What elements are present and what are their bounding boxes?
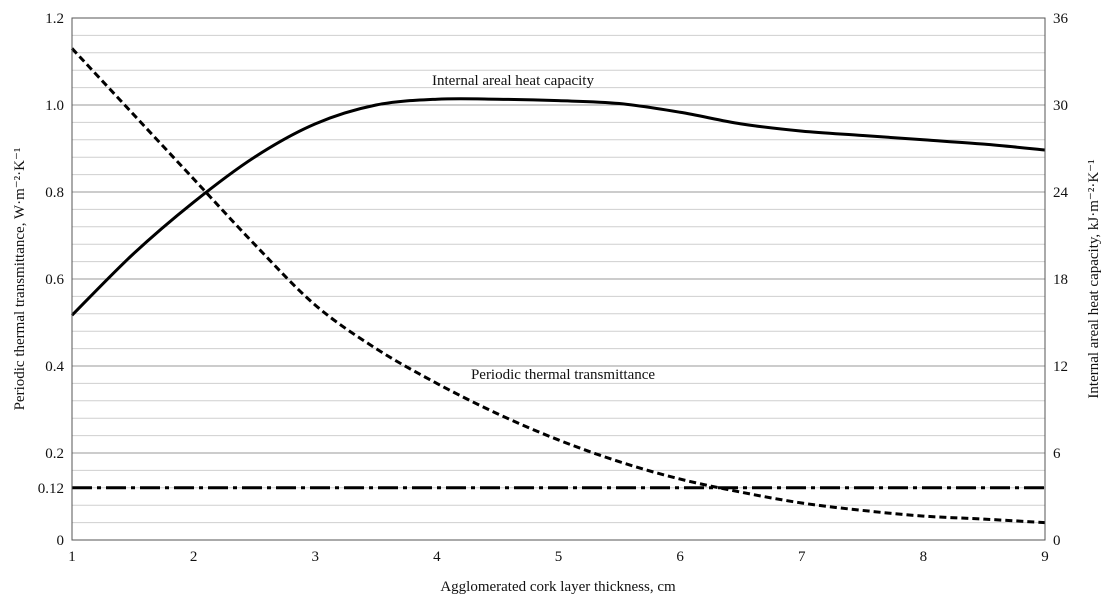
y-right-tick-labels: 0 6 12 18 24 30 36 [1053, 11, 1069, 549]
y-right-tick-label: 6 [1053, 446, 1061, 462]
y-right-tick-label: 30 [1053, 98, 1068, 114]
x-tick-label: 8 [920, 549, 928, 565]
x-axis-title: Agglomerated cork layer thickness, cm [440, 579, 676, 595]
x-tick-label: 3 [312, 549, 320, 565]
grid-layer [72, 34, 1045, 524]
series-line-transmittance [70, 47, 1046, 525]
y-left-tick-labels: 0 0.12 0.2 0.4 0.6 0.8 1.0 1.2 [38, 11, 65, 549]
series-label-heat-capacity: Internal areal heat capacity [432, 73, 594, 89]
y-left-tick-label: 1.0 [45, 98, 64, 114]
x-tick-label: 7 [798, 549, 806, 565]
x-tick-label: 1 [68, 549, 76, 565]
series-line-heat-capacity [70, 97, 1046, 317]
x-tick-labels: 1 2 3 4 5 6 7 8 9 [68, 549, 1049, 565]
y-right-tick-label: 12 [1053, 359, 1068, 375]
plot-frame [71, 17, 1046, 541]
y-left-tick-label: 0 [57, 533, 65, 549]
x-tick-label: 6 [676, 549, 684, 565]
series-label-transmittance: Periodic thermal transmittance [471, 367, 655, 383]
y-left-tick-label: 0.2 [45, 446, 64, 462]
y-left-tick-label: 0.4 [45, 359, 64, 375]
y-left-axis-title: Periodic thermal transmittance, W·m⁻²·K⁻… [12, 148, 28, 411]
x-tick-label: 5 [555, 549, 563, 565]
y-right-tick-label: 18 [1053, 272, 1068, 288]
y-left-tick-label: 0.8 [45, 185, 64, 201]
y-right-axis-title: Internal areal heat capacity, kJ·m⁻²·K⁻¹ [1086, 159, 1102, 398]
series-layer [70, 47, 1046, 525]
y-left-tick-label: 1.2 [45, 11, 64, 27]
y-left-tick-label: 0.6 [45, 272, 64, 288]
y-right-tick-label: 36 [1053, 11, 1069, 27]
x-tick-label: 4 [433, 549, 441, 565]
x-tick-label: 9 [1041, 549, 1049, 565]
x-tick-label: 2 [190, 549, 198, 565]
y-right-tick-label: 24 [1053, 185, 1069, 201]
y-right-tick-label: 0 [1053, 533, 1061, 549]
y-left-tick-label: 0.12 [38, 481, 64, 497]
